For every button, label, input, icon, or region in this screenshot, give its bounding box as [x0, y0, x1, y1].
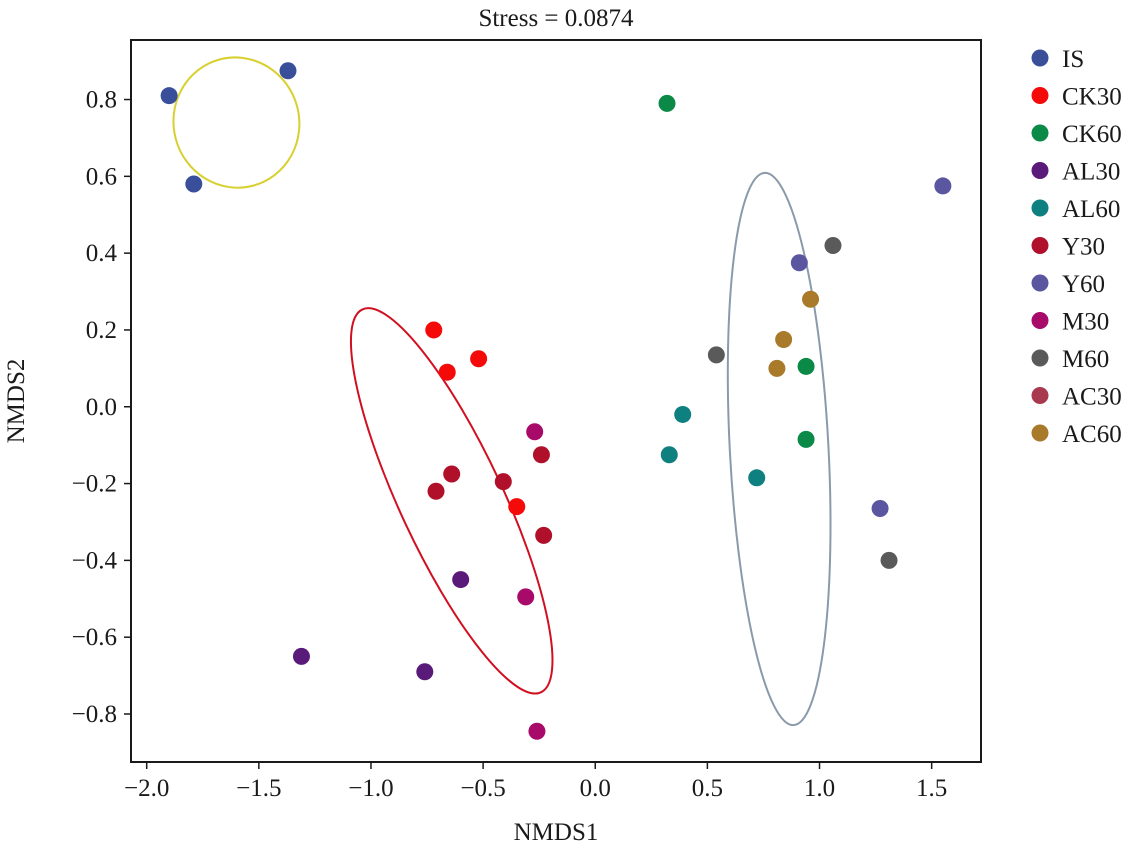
point-al60-1: [674, 405, 692, 423]
legend-marker-ck60: [1031, 124, 1049, 142]
point-is-3: [185, 175, 203, 193]
point-y30-3: [494, 473, 512, 491]
point-y30-5: [535, 526, 553, 544]
legend-marker-m30: [1031, 312, 1049, 329]
cluster-ellipse-1: [172, 56, 301, 189]
point-ck30-1: [425, 321, 443, 339]
legend-marker-is: [1031, 49, 1049, 67]
point-al60-3: [748, 469, 766, 487]
point-is-1: [160, 87, 178, 105]
point-y60-3: [871, 500, 889, 518]
legend-label-ck30: CK30: [1062, 84, 1122, 111]
point-y30-2: [427, 482, 445, 500]
y-tick-label: −0.6: [72, 624, 117, 651]
x-tick-label: −0.5: [460, 775, 505, 802]
legend-marker-y30: [1031, 237, 1049, 254]
y-tick-label: 0.6: [86, 163, 117, 190]
legend-label-m60: M60: [1062, 346, 1109, 373]
legend-label-y30: Y30: [1062, 234, 1105, 261]
point-m30-2: [517, 588, 535, 606]
point-ck60-2: [797, 357, 815, 375]
legend-label-ck60: CK60: [1062, 121, 1122, 148]
point-y60-2: [790, 254, 808, 272]
point-layer: [160, 62, 952, 740]
legend-marker-al30: [1031, 162, 1049, 179]
y-tick-label: −0.4: [72, 547, 118, 574]
chart-title: Stress = 0.0874: [478, 5, 634, 32]
legend-marker-ck30: [1031, 87, 1049, 104]
x-tick-label: 1.5: [916, 775, 947, 802]
y-tick-label: −0.2: [72, 471, 117, 498]
point-ck60-1: [658, 94, 676, 112]
point-m30-1: [526, 423, 544, 441]
point-ck30-2: [470, 350, 488, 368]
x-tick-label: 1.0: [804, 775, 835, 802]
point-al60-2: [660, 446, 678, 464]
point-m30-3: [528, 722, 546, 740]
y-tick-label: 0.2: [86, 317, 117, 344]
point-al30-2: [452, 571, 470, 589]
plot-frame: [130, 39, 982, 763]
point-ac60-1: [802, 290, 820, 308]
y-tick-label: 0.8: [86, 87, 117, 114]
legend-label-al60: AL60: [1062, 196, 1120, 223]
y-tick-label: −0.8: [72, 701, 117, 728]
ellipse-layer: [172, 56, 832, 727]
point-al30-3: [416, 663, 434, 681]
legend-label-m30: M30: [1062, 309, 1109, 336]
legend-marker-al60: [1031, 199, 1049, 217]
y-axis: −0.8 −0.6 −0.4 −0.2 0.0 0.2 0.4 0.6 0.8: [72, 87, 131, 728]
point-al30-1: [292, 647, 310, 665]
y-tick-label: 0.4: [86, 240, 118, 267]
point-ck60-3: [797, 430, 815, 448]
legend-label-al30: AL30: [1062, 159, 1120, 186]
point-is-2: [279, 62, 297, 80]
point-y30-4: [532, 446, 550, 464]
legend-marker-ac30: [1031, 387, 1049, 404]
x-tick-label: −1.5: [236, 775, 281, 802]
cluster-ellipse-2: [349, 307, 554, 695]
y-axis-label: NMDS2: [3, 359, 30, 444]
legend-label-is: IS: [1062, 46, 1084, 73]
legend-label-ac60: AC60: [1062, 421, 1122, 448]
legend: IS CK30 CK60 AL30 AL60 Y30 Y60 M30 M60 AC30 AC60: [1031, 46, 1122, 448]
point-m60-3: [880, 551, 898, 569]
point-ck30-4: [508, 498, 526, 516]
point-m60-2: [707, 346, 725, 364]
x-axis-label: NMDS1: [514, 819, 599, 844]
point-m60-1: [824, 236, 842, 254]
point-ck30-3: [438, 363, 456, 381]
x-tick-label: −2.0: [124, 775, 169, 802]
point-ac60-2: [775, 331, 793, 349]
y-tick-label: 0.0: [86, 394, 117, 421]
legend-marker-m60: [1031, 349, 1049, 367]
x-tick-label: 0.5: [692, 775, 723, 802]
cluster-ellipse-3: [726, 171, 832, 727]
point-ac60-3: [768, 359, 786, 377]
legend-label-y60: Y60: [1062, 271, 1105, 298]
legend-marker-ac60: [1031, 424, 1049, 442]
legend-label-ac30: AC30: [1062, 384, 1122, 411]
legend-marker-y60: [1031, 274, 1049, 292]
x-tick-label: −1.0: [348, 775, 393, 802]
x-tick-label: 0.0: [580, 775, 611, 802]
x-axis: −2.0 −1.5 −1.0 −0.5 0.0 0.5 1.0 1.5: [124, 762, 947, 802]
point-y30-1: [443, 465, 461, 483]
point-y60-1: [934, 177, 952, 195]
